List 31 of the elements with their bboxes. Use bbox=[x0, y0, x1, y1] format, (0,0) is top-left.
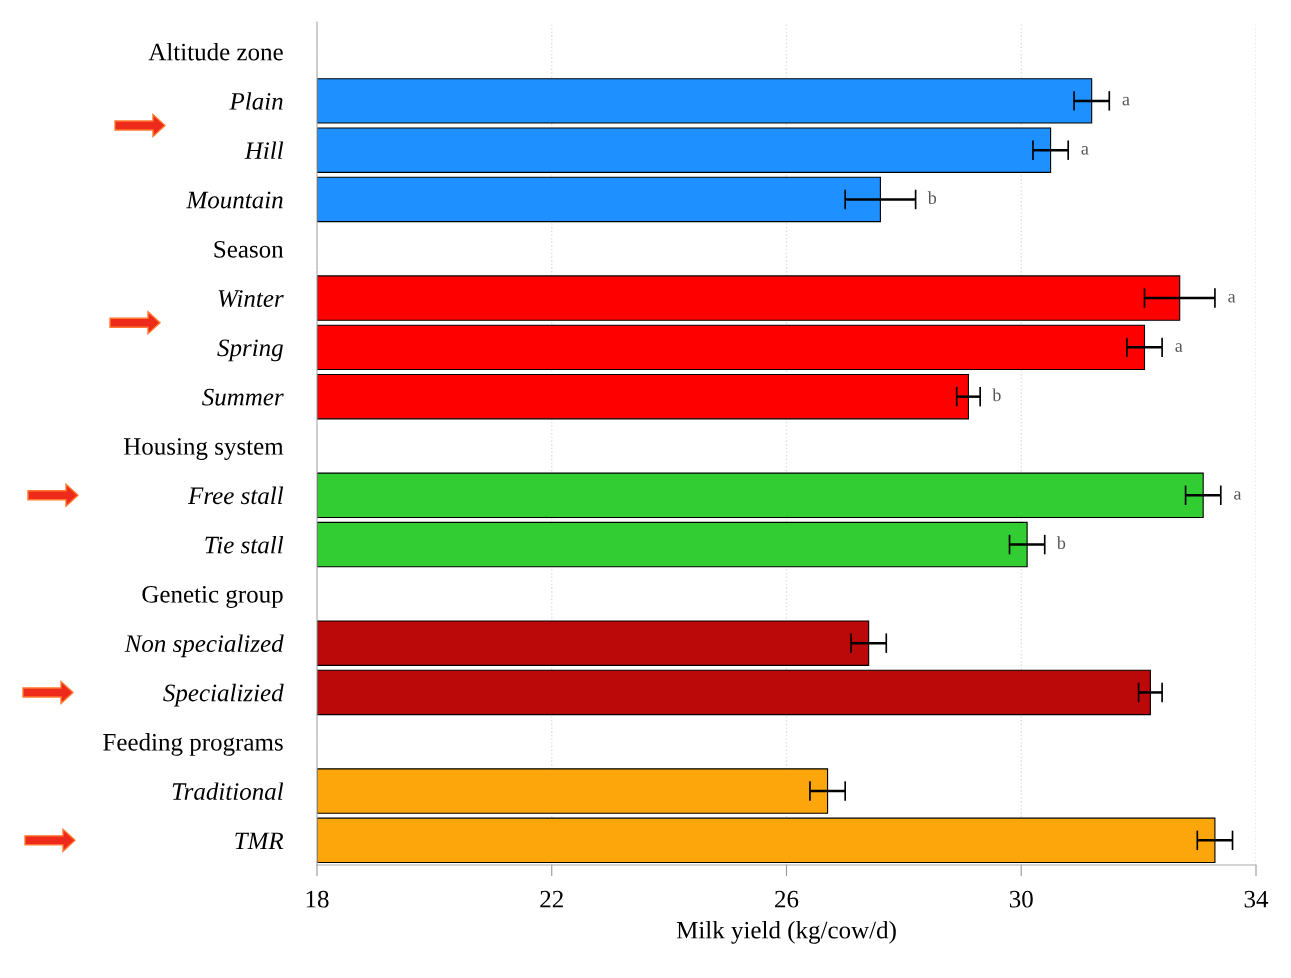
data-label: a bbox=[1228, 293, 1236, 303]
y-tick-label: Non specialized bbox=[124, 634, 284, 658]
data-label: a bbox=[1122, 96, 1130, 106]
data-label: b bbox=[1056, 536, 1066, 550]
y-tick-label: Altitude zone bbox=[148, 42, 283, 61]
data-label: a bbox=[1175, 343, 1183, 352]
x-tick-label: 26 bbox=[775, 890, 799, 908]
data-label: b bbox=[927, 191, 937, 204]
y-tick-label: Mountain bbox=[186, 191, 283, 209]
y-tick-label: Feeding programs bbox=[103, 733, 283, 756]
y-tick-label: Specializied bbox=[163, 683, 284, 707]
y-tick-label: Housing system bbox=[123, 438, 284, 460]
y-tick-label: Tie stall bbox=[205, 535, 284, 554]
data-label: a bbox=[1234, 491, 1242, 500]
y-tick-label: Traditional bbox=[172, 782, 284, 800]
x-tick-label: 30 bbox=[1009, 890, 1033, 908]
y-tick-label: Summer bbox=[202, 388, 284, 406]
x-tick-label: 22 bbox=[540, 890, 563, 908]
x-axis-title: Milk yield (kg/cow/d) bbox=[676, 921, 896, 944]
y-tick-label: Season bbox=[214, 240, 284, 258]
y-tick-label: Hill bbox=[244, 141, 284, 159]
y-tick-label: Genetic group bbox=[142, 585, 283, 608]
x-tick-label: 34 bbox=[1244, 890, 1269, 908]
data-label: a bbox=[1081, 146, 1089, 155]
y-tick-label: Plain bbox=[229, 92, 283, 110]
x-tick-label: 18 bbox=[306, 890, 329, 908]
data-label: b bbox=[992, 388, 1001, 402]
y-tick-label: TMR bbox=[235, 832, 284, 850]
y-tick-label: Winter bbox=[218, 290, 284, 308]
y-tick-label: Free stall bbox=[187, 486, 284, 505]
y-tick-label: Spring bbox=[217, 339, 283, 362]
